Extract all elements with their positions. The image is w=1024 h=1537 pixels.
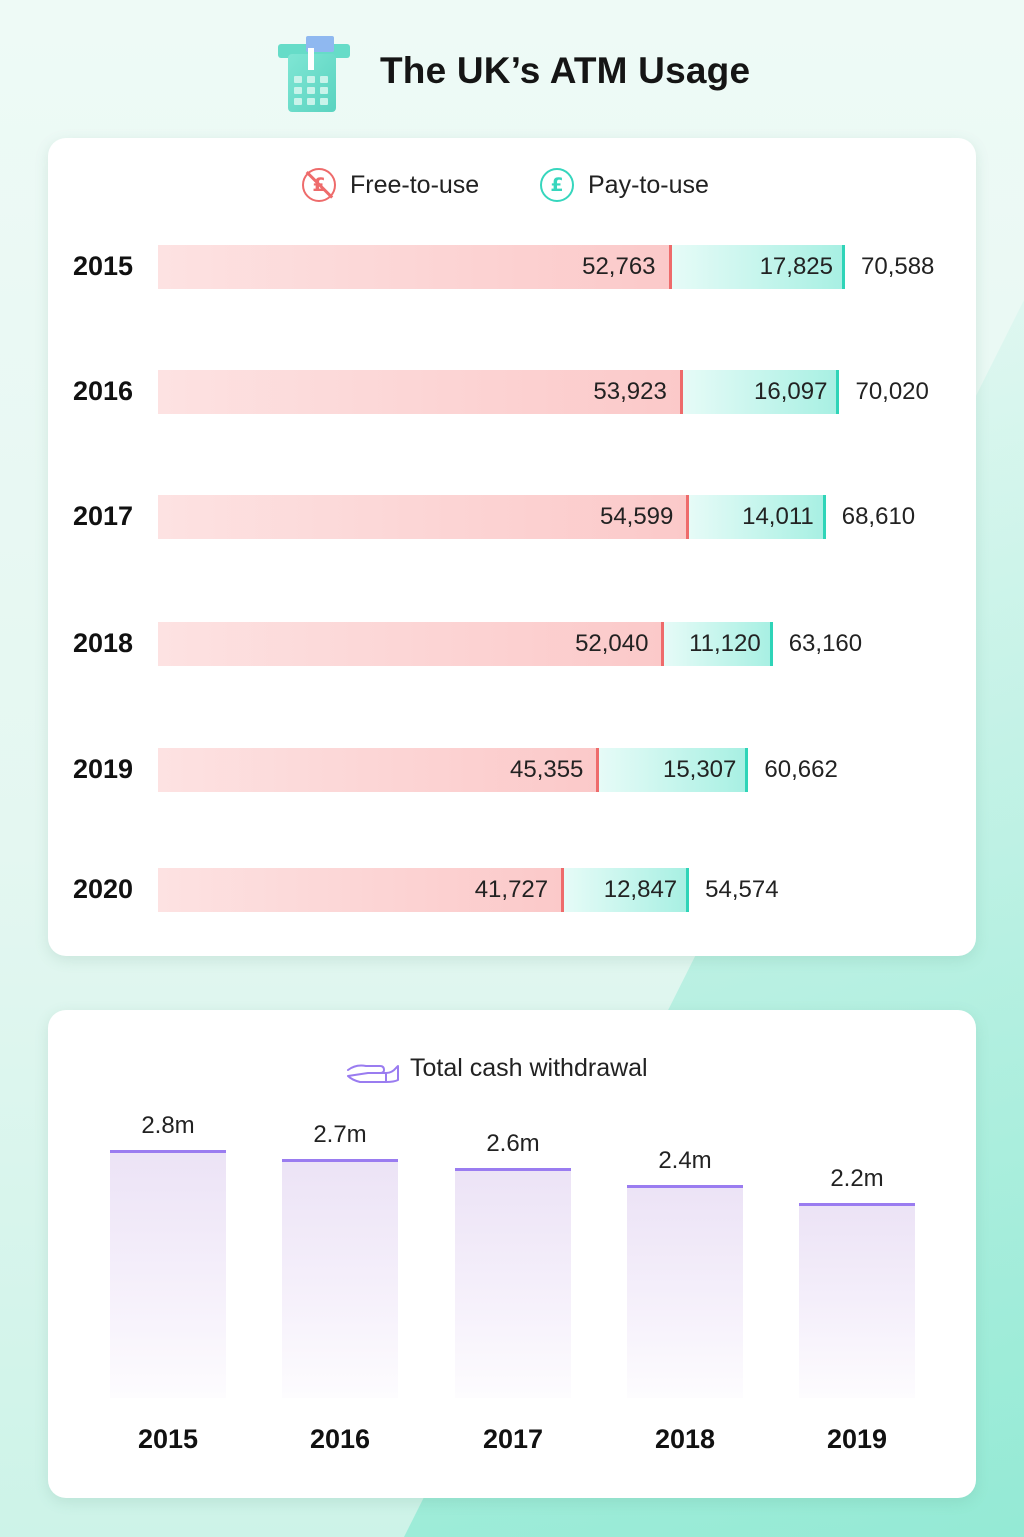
bar-segment-free [158, 245, 672, 289]
withdrawal-year-label: 2016 [309, 1424, 371, 1454]
value-label-pay: 16,097 [754, 378, 828, 405]
withdrawal-bar [455, 1167, 571, 1398]
withdrawal-year-label: 2018 [654, 1424, 716, 1454]
value-label-pay: 11,120 [689, 630, 761, 657]
free-pound-icon: £ [302, 168, 336, 202]
chart-legend: £ Free-to-use £ Pay-to-use [48, 168, 976, 212]
bar-segment-pay [564, 868, 690, 912]
year-label: 2015 [73, 251, 134, 281]
legend-label-withdrawal: Total cash withdrawal [410, 1054, 648, 1082]
withdrawal-bar [627, 1185, 743, 1398]
bar-segment-free [158, 748, 600, 792]
bar-segment-free [158, 622, 665, 666]
value-label-free: 41,727 [474, 876, 549, 903]
value-label-pay: 14,011 [742, 503, 814, 530]
total-label: 60,662 [764, 756, 838, 783]
year-label: 2019 [73, 754, 134, 784]
withdrawal-bar-chart: 2.8m 2015 2.7m 2016 2.6m 2017 2.4m 2018 2.2m 2019 [48, 1010, 976, 1498]
value-label-free: 52,763 [582, 253, 656, 280]
legend-item-free: £ Free-to-use [302, 168, 479, 202]
withdrawal-value-label: 2.2m [830, 1165, 884, 1193]
bar-segment-pay [671, 245, 845, 289]
value-label-pay: 15,307 [662, 756, 737, 783]
legend-label-pay: Pay-to-use [588, 170, 709, 199]
value-label-free: 54,599 [599, 503, 674, 530]
withdrawal-year-label: 2017 [482, 1424, 544, 1454]
withdrawal-value-label: 2.4m [658, 1147, 712, 1175]
value-label-free: 45,355 [510, 756, 584, 783]
total-label: 63,160 [788, 630, 863, 657]
stacked-bar-chart: 2015 52,763 17,825 70,588 2016 53,923 16,097 70… [48, 138, 976, 956]
value-label-free: 53,923 [593, 378, 667, 405]
withdrawal-bar [110, 1150, 226, 1398]
value-label-pay: 17,825 [759, 253, 833, 280]
bar-segment-free [158, 495, 690, 539]
bar-segment-pay [682, 370, 840, 414]
year-label: 2017 [73, 501, 134, 531]
legend-label-free: Free-to-use [350, 170, 480, 199]
year-label: 2020 [73, 874, 134, 904]
withdrawal-year-label: 2019 [826, 1424, 888, 1454]
year-label: 2018 [73, 628, 134, 658]
legend-item-pay: £ Pay-to-use [540, 168, 709, 202]
withdrawal-value-label: 2.6m [486, 1129, 540, 1157]
withdrawal-value-label: 2.7m [313, 1120, 367, 1148]
bar-segment-pay [689, 495, 826, 539]
withdrawal-bar [799, 1203, 915, 1398]
value-label-pay: 12,847 [603, 876, 678, 903]
withdrawal-bar [282, 1158, 398, 1398]
atm-count-card: £ Free-to-use £ Pay-to-use 2015 52,763 17,… [48, 138, 976, 956]
hand-icon [347, 1064, 399, 1083]
withdrawal-legend: Total cash withdrawal [48, 1054, 976, 1090]
bar-segment-pay [664, 622, 773, 666]
total-label: 68,610 [841, 503, 916, 530]
year-label: 2016 [73, 376, 134, 406]
withdrawal-year-label: 2015 [137, 1424, 199, 1454]
bar-segment-free [158, 868, 565, 912]
total-label: 54,574 [705, 876, 779, 903]
bar-segment-free [158, 370, 683, 414]
pay-pound-icon: £ [540, 168, 574, 202]
bar-segment-pay [599, 748, 749, 792]
page-header: The UK’s ATM Usage [0, 30, 1024, 120]
atm-icon [278, 36, 350, 112]
withdrawal-card: Total cash withdrawal 2.8m 2015 2.7m 2016 2.… [48, 1010, 976, 1498]
total-label: 70,020 [855, 378, 929, 405]
page-title: The UK’s ATM Usage [380, 50, 751, 91]
withdrawal-value-label: 2.8m [141, 1112, 195, 1139]
total-label: 70,588 [861, 253, 935, 280]
value-label-free: 52,040 [575, 630, 649, 657]
